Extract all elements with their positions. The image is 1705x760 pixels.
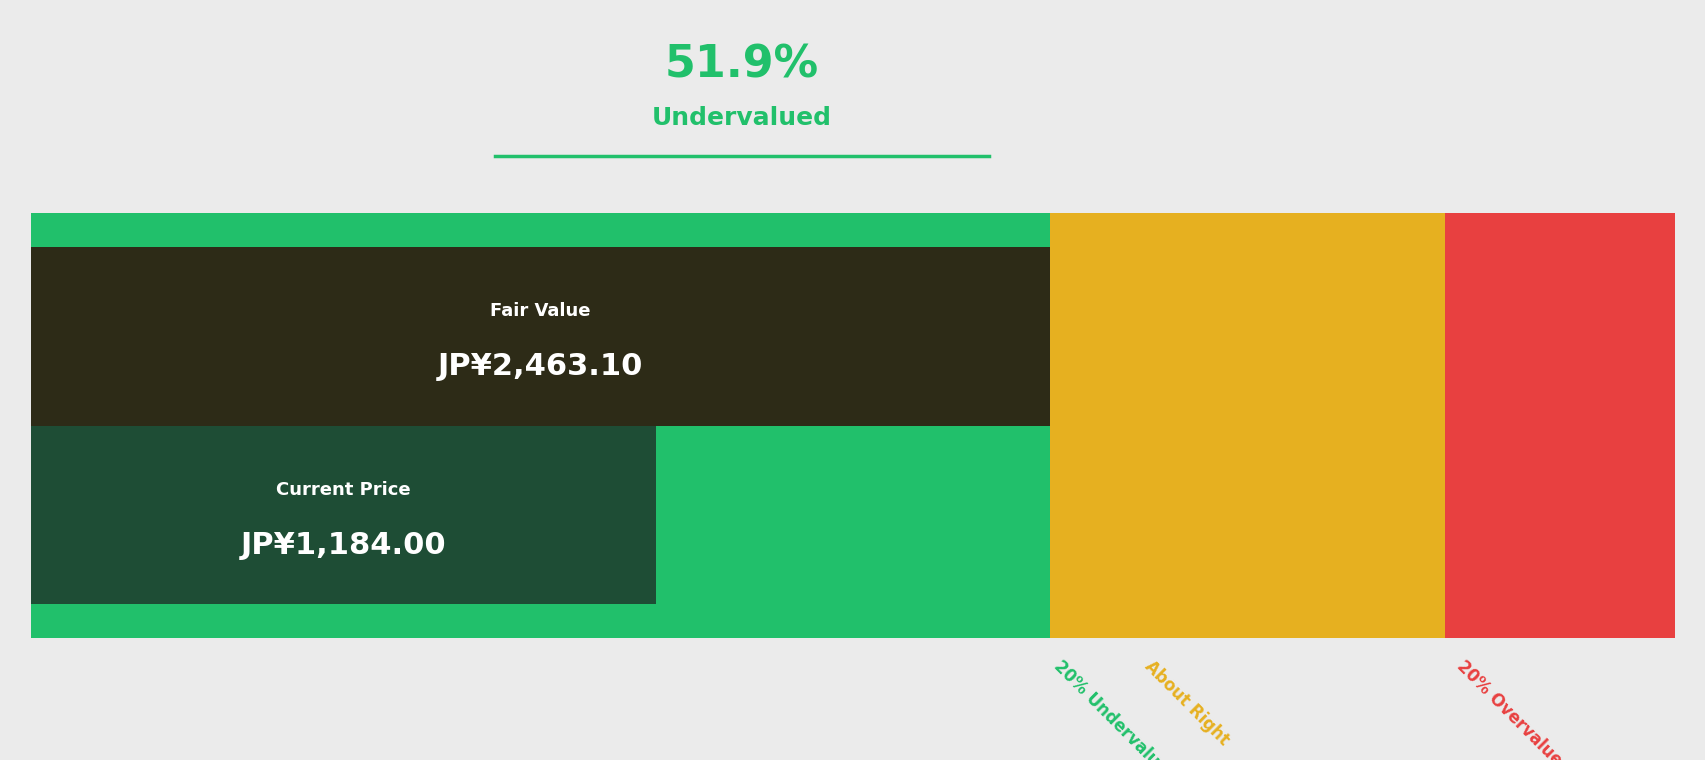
Text: JP¥2,463.10: JP¥2,463.10 — [438, 352, 643, 381]
Text: 51.9%: 51.9% — [665, 43, 818, 86]
Bar — [31, 213, 655, 638]
Text: 20% Undervalued: 20% Undervalued — [1050, 657, 1178, 760]
Text: JP¥1,184.00: JP¥1,184.00 — [240, 531, 445, 560]
Bar — [31, 426, 655, 604]
Text: Undervalued: Undervalued — [651, 106, 832, 130]
Bar — [1444, 213, 1674, 638]
Bar — [1050, 213, 1141, 638]
Bar — [655, 213, 1050, 638]
Text: About Right: About Right — [1141, 657, 1231, 749]
Text: 20% Overvalued: 20% Overvalued — [1453, 657, 1574, 760]
Text: Current Price: Current Price — [276, 481, 411, 499]
Text: Fair Value: Fair Value — [489, 302, 590, 320]
Bar — [1141, 213, 1444, 638]
Bar — [31, 247, 1050, 426]
